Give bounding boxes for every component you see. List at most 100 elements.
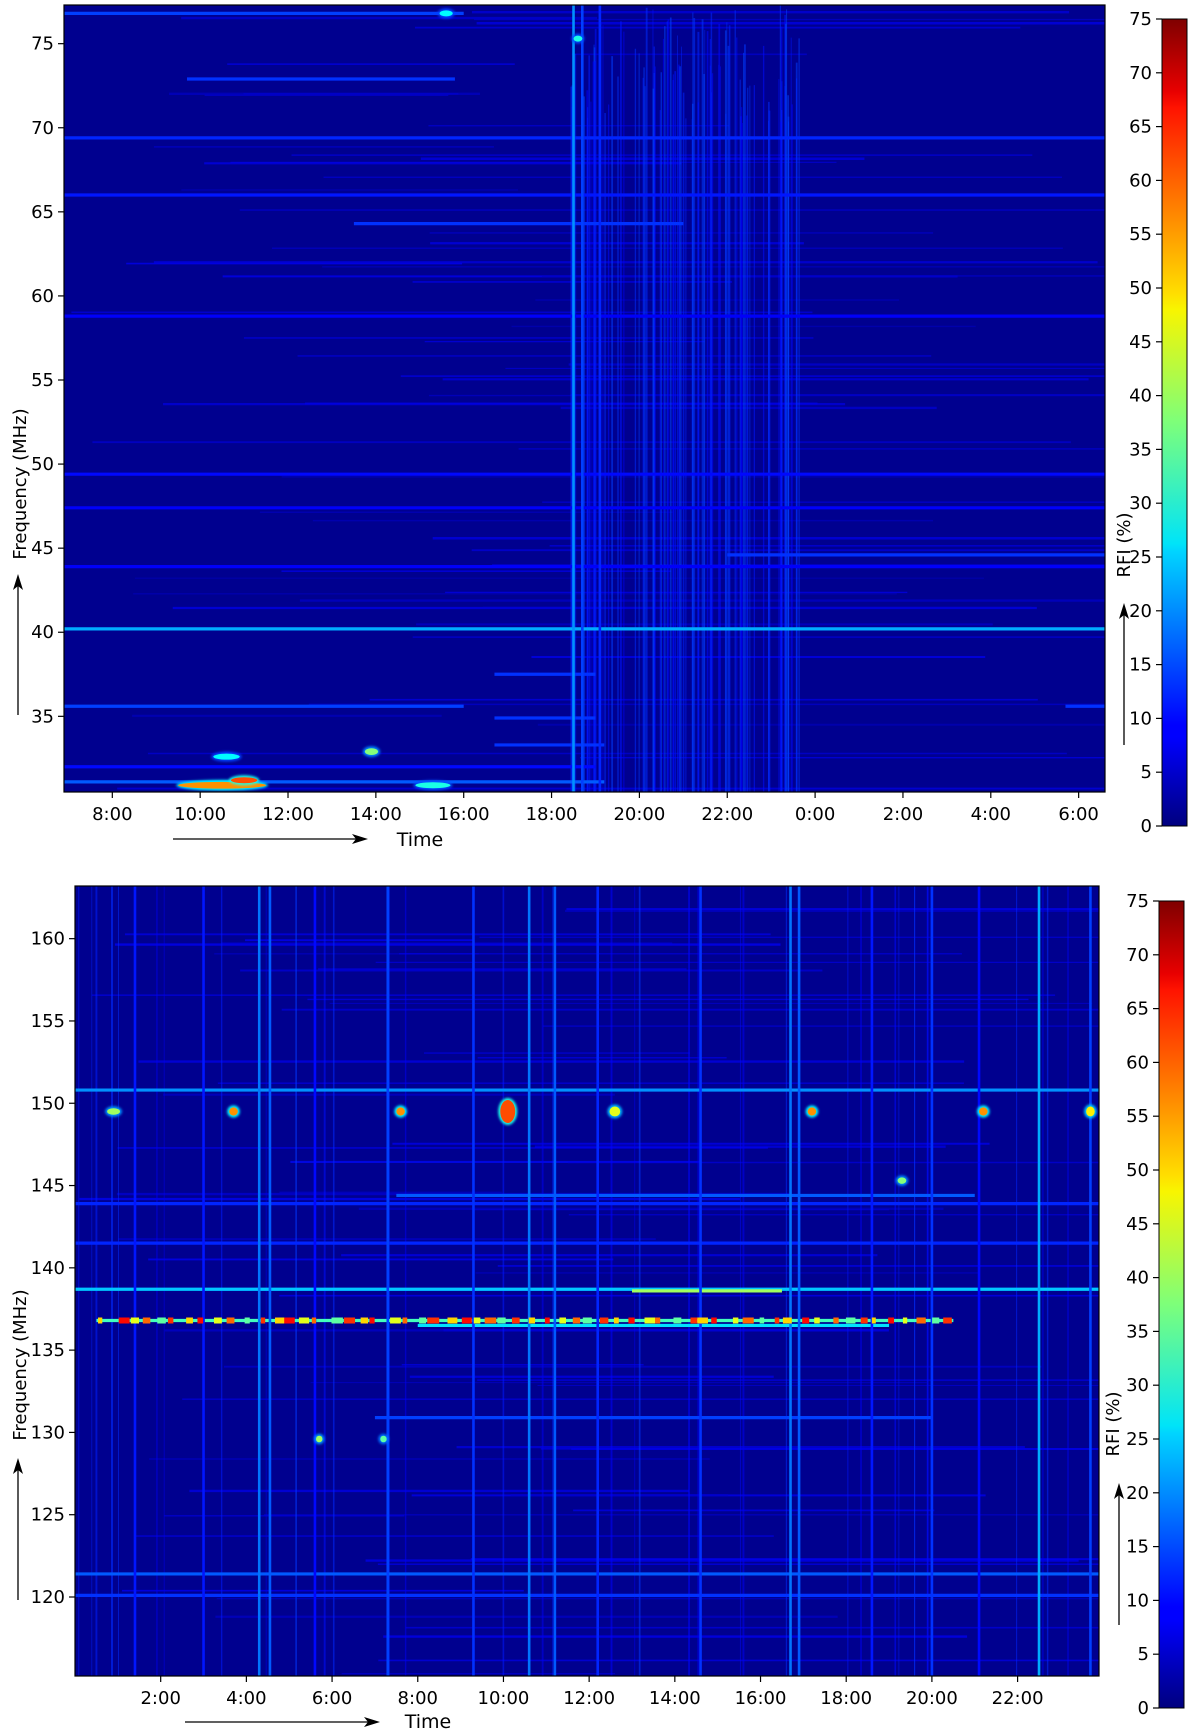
signal-dash (759, 1317, 765, 1324)
signal-dash (559, 1317, 567, 1324)
signal-dash (260, 1317, 266, 1324)
colorbar-tick-label: 55 (1126, 1106, 1149, 1127)
signal-dash (157, 1317, 166, 1324)
signal-dash (613, 1317, 619, 1324)
x-tick-label: 12:00 (563, 1688, 615, 1709)
y-tick-label: 120 (31, 1587, 65, 1608)
y-tick-label: 60 (31, 286, 54, 307)
x-tick-label: 14:00 (350, 804, 402, 825)
x-tick-label: 20:00 (906, 1688, 958, 1709)
signal-dash (484, 1317, 497, 1324)
x-tick-label: 6:00 (312, 1688, 352, 1709)
hotspot (573, 35, 583, 42)
colorbar-tick-label: 25 (1129, 547, 1152, 568)
x-tick-label: 8:00 (92, 804, 132, 825)
signal-dash (142, 1317, 151, 1324)
colorbar-label-bottom: RFI (%) (1103, 1391, 1124, 1456)
x-tick-label: 10:00 (174, 804, 226, 825)
colorbar-tick-label: 60 (1126, 1052, 1149, 1073)
signal-dash (582, 1317, 592, 1324)
y-tick-label: 140 (31, 1258, 65, 1279)
x-axis-ticks-bottom: 2:00 4:00 6:00 8:00 10:00 12:00 14:00 16:00 18:0… (140, 1676, 1044, 1709)
y-tick-label: 55 (31, 370, 54, 391)
signal-dash (369, 1317, 375, 1324)
signal-dash (167, 1317, 174, 1324)
colorbar-tick-label: 40 (1126, 1268, 1149, 1289)
colorbar-tick-label: 15 (1129, 655, 1152, 676)
signal-dash (572, 1317, 581, 1324)
colorbar-tick-label: 0 (1138, 1698, 1149, 1719)
colorbar-arrow-bottom (1114, 1483, 1124, 1625)
signal-dash (644, 1317, 657, 1324)
x-tick-label: 22:00 (992, 1688, 1044, 1709)
colorbar-tick-label: 40 (1129, 386, 1152, 407)
signal-dash (833, 1317, 839, 1324)
signal-dash (871, 1317, 876, 1324)
signal-dash (544, 1317, 550, 1324)
signal-dash (390, 1317, 401, 1324)
heatmap-marks-top (64, 5, 1105, 792)
colorbar-tick-label: 50 (1126, 1160, 1149, 1181)
y-tick-label: 65 (31, 202, 54, 223)
colorbar-tick-label: 20 (1126, 1483, 1149, 1504)
colorbar-tick-label: 60 (1129, 170, 1152, 191)
signal-dash (213, 1317, 222, 1324)
signal-dash (528, 1317, 536, 1324)
colorbar-tick-label: 75 (1126, 891, 1149, 912)
hotspot (229, 1107, 238, 1116)
signal-dash (802, 1317, 810, 1324)
signal-dash (845, 1317, 856, 1324)
y-tick-label: 70 (31, 118, 54, 139)
y-tick-label: 125 (31, 1505, 65, 1526)
x-tick-label: 4:00 (971, 804, 1011, 825)
signal-dash (814, 1317, 820, 1324)
colorbar-tick-label: 10 (1129, 708, 1152, 729)
colorbar-ticks-top: 0 5 10 15 20 25 30 35 40 45 50 55 60 65 70 75 (1129, 9, 1162, 837)
y-tick-label: 160 (31, 929, 65, 950)
signal-dash (197, 1317, 204, 1324)
signal-dash (860, 1317, 868, 1324)
signal-dash (473, 1317, 481, 1324)
y-axis-ticks-top: 35 40 45 50 55 60 65 70 75 (31, 34, 64, 727)
colorbar-tick-label: 50 (1129, 278, 1152, 299)
signal-dash (311, 1317, 317, 1324)
signal-dash (118, 1317, 130, 1324)
x-tick-label: 2:00 (140, 1688, 180, 1709)
heatmap-marks-bottom (75, 886, 1099, 1676)
signal-dash (888, 1317, 895, 1324)
hotspot (213, 753, 240, 760)
xlabel-arrow-top (173, 834, 368, 844)
y-tick-label: 145 (31, 1176, 65, 1197)
colorbar-tick-label: 0 (1141, 816, 1152, 837)
y-tick-label: 35 (31, 706, 54, 727)
hotspot (979, 1107, 988, 1116)
signal-dash (782, 1317, 792, 1324)
x-tick-label: 4:00 (226, 1688, 266, 1709)
y-tick-label: 75 (31, 34, 54, 55)
colorbar-tick-label: 25 (1126, 1429, 1149, 1450)
colorbar-tick-label: 45 (1126, 1214, 1149, 1235)
x-tick-label: 20:00 (613, 804, 665, 825)
colorbar-tick-label: 15 (1126, 1537, 1149, 1558)
ylabel-bottom: Frequency (MHz) (10, 1289, 31, 1440)
signal-dash (673, 1317, 682, 1324)
signal-dash (599, 1317, 609, 1324)
ylabel-arrow-top (13, 574, 23, 715)
hotspot (439, 10, 453, 17)
x-tick-label: 18:00 (820, 1688, 872, 1709)
signal-dash (916, 1317, 926, 1324)
x-tick-label: 16:00 (735, 1688, 787, 1709)
x-tick-label: 2:00 (883, 804, 923, 825)
signal-dash (690, 1317, 698, 1324)
xlabel-top: Time (396, 829, 444, 851)
signal-dash (932, 1317, 940, 1324)
colorbar-tick-label: 70 (1129, 63, 1152, 84)
xlabel-arrow-bottom (185, 1717, 380, 1727)
signal-dash (343, 1317, 356, 1324)
ylabel-arrow-bottom (13, 1458, 23, 1600)
colorbar-tick-label: 10 (1126, 1590, 1149, 1611)
x-tick-label: 16:00 (438, 804, 490, 825)
hotspot (500, 1099, 516, 1123)
